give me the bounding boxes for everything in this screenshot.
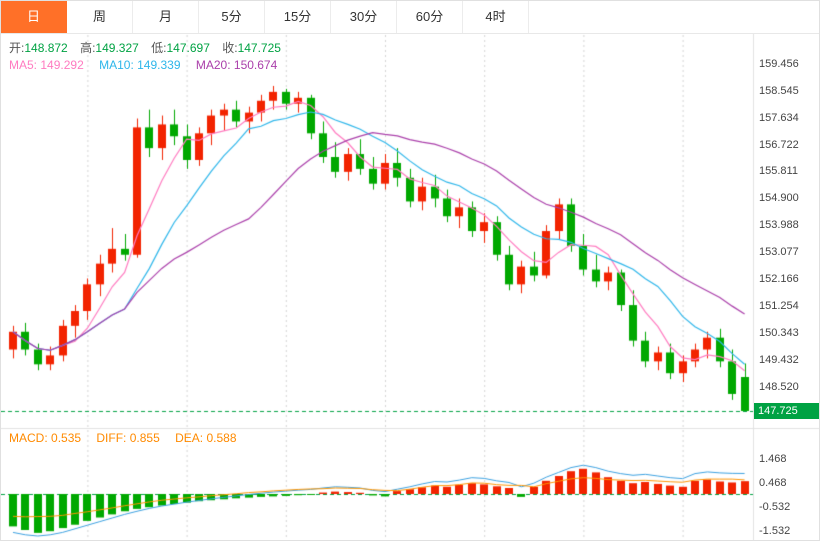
tab-15min[interactable]: 15分 bbox=[265, 1, 331, 33]
tab-month[interactable]: 月 bbox=[133, 1, 199, 33]
price-axis-tick: 157.634 bbox=[759, 111, 799, 124]
price-axis-tick: 156.722 bbox=[759, 138, 799, 151]
price-axis-tick: 148.520 bbox=[759, 381, 799, 394]
diff-value: DIFF: 0.855 bbox=[96, 431, 160, 445]
high-value: 149.327 bbox=[95, 41, 139, 55]
price-axis-tick: 149.432 bbox=[759, 354, 799, 367]
open-value: 148.872 bbox=[24, 41, 68, 55]
price-axis-tick: 151.254 bbox=[759, 300, 799, 313]
interval-tabbar: 日 周 月 5分 15分 30分 60分 4时 bbox=[1, 1, 819, 34]
close-label: 收: bbox=[222, 41, 238, 55]
ma20-value: MA20: 150.674 bbox=[195, 58, 278, 72]
macd-axis-tick: -0.532 bbox=[759, 500, 791, 513]
low-label: 低: bbox=[151, 41, 167, 55]
tab-week[interactable]: 周 bbox=[67, 1, 133, 33]
price-axis-tick: 155.811 bbox=[759, 165, 798, 178]
price-axis-tick: 159.456 bbox=[759, 57, 799, 70]
price-axis-tick: 158.545 bbox=[759, 84, 799, 97]
macd-axis-tick: 0.468 bbox=[759, 476, 787, 489]
price-axis-tick: 150.343 bbox=[759, 327, 799, 340]
price-axis-tick: 153.988 bbox=[759, 219, 799, 232]
low-value: 147.697 bbox=[166, 41, 210, 55]
tab-60min[interactable]: 60分 bbox=[397, 1, 463, 33]
ma-readout: MA5: 149.292 MA10: 149.339 MA20: 150.674 bbox=[9, 58, 277, 72]
price-axis-tick: 152.166 bbox=[759, 273, 799, 286]
ma5-value: MA5: 149.292 bbox=[9, 58, 84, 72]
macd-axis-tick: -1.532 bbox=[759, 524, 791, 537]
open-label: 开: bbox=[9, 41, 25, 55]
high-label: 高: bbox=[80, 41, 96, 55]
macd-value: MACD: 0.535 bbox=[9, 431, 82, 445]
macd-axis-tick: 1.468 bbox=[759, 452, 787, 465]
price-axis-tick: 154.900 bbox=[759, 192, 799, 205]
ohlc-readout: 开:148.872 高:149.327 低:147.697 收:147.725 bbox=[9, 39, 290, 56]
close-value: 147.725 bbox=[237, 41, 281, 55]
macd-readout: MACD: 0.535 DIFF: 0.855 DEA: 0.588 bbox=[9, 431, 249, 445]
last-price-tag: 147.725 bbox=[754, 402, 819, 419]
dea-value: DEA: 0.588 bbox=[175, 431, 237, 445]
tab-day[interactable]: 日 bbox=[1, 1, 67, 33]
ma10-value: MA10: 149.339 bbox=[99, 58, 181, 72]
tab-5min[interactable]: 5分 bbox=[199, 1, 265, 33]
tab-30min[interactable]: 30分 bbox=[331, 1, 397, 33]
tab-4hour[interactable]: 4时 bbox=[463, 1, 529, 33]
price-axis-tick: 153.077 bbox=[759, 246, 799, 259]
